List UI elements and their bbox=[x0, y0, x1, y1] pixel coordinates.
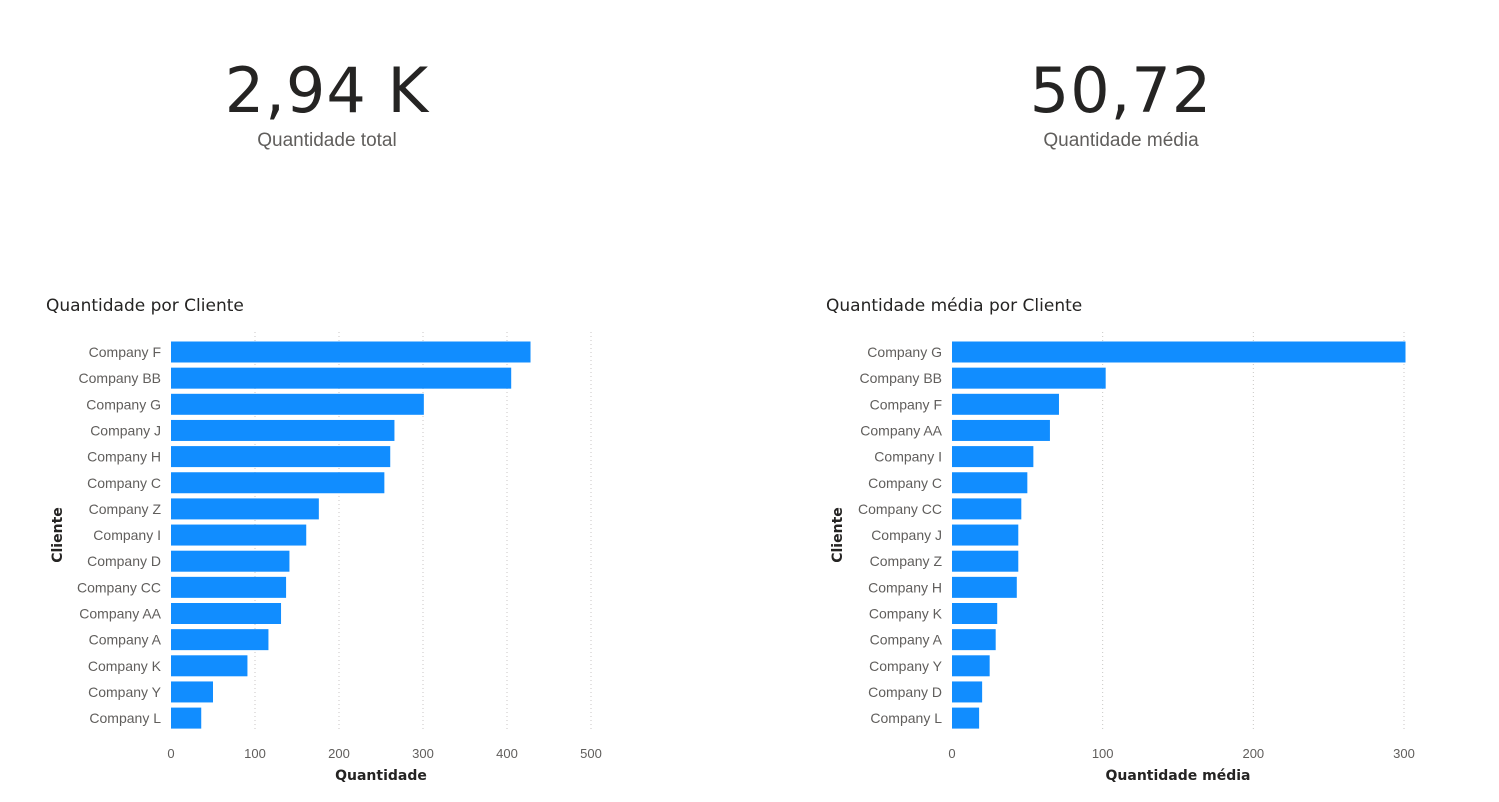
bar[interactable] bbox=[952, 472, 1028, 494]
bar[interactable] bbox=[952, 550, 1019, 572]
category-label: Company C bbox=[87, 475, 161, 491]
y-axis-title: Cliente bbox=[830, 507, 846, 563]
category-label: Company Z bbox=[89, 501, 162, 517]
kpi-card-average: 50,72 Quantidade média bbox=[921, 60, 1321, 152]
bar[interactable] bbox=[171, 419, 395, 441]
category-label: Company CC bbox=[77, 579, 161, 595]
x-tick-label: 300 bbox=[412, 746, 434, 761]
x-tick-label: 500 bbox=[580, 746, 602, 761]
category-label: Company F bbox=[870, 396, 942, 412]
bar[interactable] bbox=[952, 341, 1406, 363]
kpi-value: 50,72 bbox=[1029, 54, 1213, 127]
bar[interactable] bbox=[171, 576, 287, 598]
category-label: Company A bbox=[870, 632, 943, 648]
category-label: Company Y bbox=[869, 658, 943, 674]
category-label: Company AA bbox=[79, 606, 161, 622]
category-label: Company K bbox=[88, 658, 162, 674]
x-tick-label: 0 bbox=[167, 746, 174, 761]
bar[interactable] bbox=[952, 393, 1059, 415]
category-label: Company F bbox=[89, 344, 161, 360]
kpi-card-total: 2,94 K Quantidade total bbox=[127, 60, 527, 152]
bar[interactable] bbox=[952, 681, 983, 703]
chart-title: Quantidade média por Cliente bbox=[826, 296, 1082, 316]
category-label: Company C bbox=[868, 475, 942, 491]
category-label: Company D bbox=[868, 684, 942, 700]
category-label: Company G bbox=[867, 344, 942, 360]
x-tick-label: 0 bbox=[948, 746, 955, 761]
bar[interactable] bbox=[171, 446, 391, 468]
category-label: Company D bbox=[87, 553, 161, 569]
kpi-label: Quantidade total bbox=[257, 130, 397, 151]
bar[interactable] bbox=[952, 524, 1019, 546]
bar[interactable] bbox=[171, 393, 424, 415]
category-label: Company BB bbox=[79, 370, 161, 386]
bar[interactable] bbox=[171, 498, 319, 520]
x-tick-label: 100 bbox=[1092, 746, 1114, 761]
category-label: Company Z bbox=[870, 553, 943, 569]
bar[interactable] bbox=[952, 446, 1034, 468]
bar[interactable] bbox=[171, 524, 307, 546]
bar[interactable] bbox=[952, 707, 980, 729]
bar[interactable] bbox=[952, 367, 1106, 389]
bar[interactable] bbox=[952, 576, 1017, 598]
bar-chart-quantidade-por-cliente: Quantidade por Cliente Company F Company B… bbox=[46, 296, 602, 784]
bar[interactable] bbox=[171, 707, 202, 729]
bar[interactable] bbox=[171, 681, 213, 703]
bar[interactable] bbox=[171, 341, 531, 363]
bar[interactable] bbox=[171, 629, 269, 651]
category-label: Company J bbox=[871, 527, 942, 543]
bar[interactable] bbox=[952, 655, 990, 677]
category-label: Company H bbox=[87, 449, 161, 465]
bar[interactable] bbox=[171, 655, 248, 677]
category-label: Company L bbox=[89, 710, 161, 726]
category-label: Company A bbox=[89, 632, 162, 648]
bar-chart-quantidade-media-por-cliente: Quantidade média por Cliente Company G Com… bbox=[826, 296, 1415, 784]
y-axis-title: Cliente bbox=[50, 507, 66, 563]
category-label: Company G bbox=[86, 396, 161, 412]
category-label: Company K bbox=[869, 606, 943, 622]
bar[interactable] bbox=[952, 498, 1022, 520]
x-tick-label: 400 bbox=[496, 746, 518, 761]
category-label: Company AA bbox=[860, 422, 942, 438]
chart-title: Quantidade por Cliente bbox=[46, 296, 244, 316]
x-axis-title: Quantidade média bbox=[1106, 768, 1251, 784]
x-tick-label: 300 bbox=[1393, 746, 1415, 761]
x-tick-label: 100 bbox=[244, 746, 266, 761]
category-label: Company J bbox=[90, 422, 161, 438]
kpi-label: Quantidade média bbox=[1043, 130, 1199, 151]
kpi-value: 2,94 K bbox=[224, 54, 430, 127]
category-label: Company I bbox=[874, 449, 942, 465]
bar[interactable] bbox=[171, 367, 512, 389]
category-label: Company L bbox=[870, 710, 942, 726]
bar[interactable] bbox=[952, 603, 998, 624]
category-label: Company Y bbox=[88, 684, 162, 700]
x-tick-label: 200 bbox=[1242, 746, 1264, 761]
bar[interactable] bbox=[952, 419, 1050, 441]
bar[interactable] bbox=[171, 603, 282, 624]
bar[interactable] bbox=[171, 550, 290, 572]
category-label: Company CC bbox=[858, 501, 942, 517]
category-label: Company BB bbox=[860, 370, 942, 386]
category-label: Company I bbox=[93, 527, 161, 543]
x-tick-label: 200 bbox=[328, 746, 350, 761]
category-label: Company H bbox=[868, 579, 942, 595]
x-axis-title: Quantidade bbox=[335, 768, 427, 784]
bar[interactable] bbox=[171, 472, 385, 494]
bar[interactable] bbox=[952, 629, 996, 651]
